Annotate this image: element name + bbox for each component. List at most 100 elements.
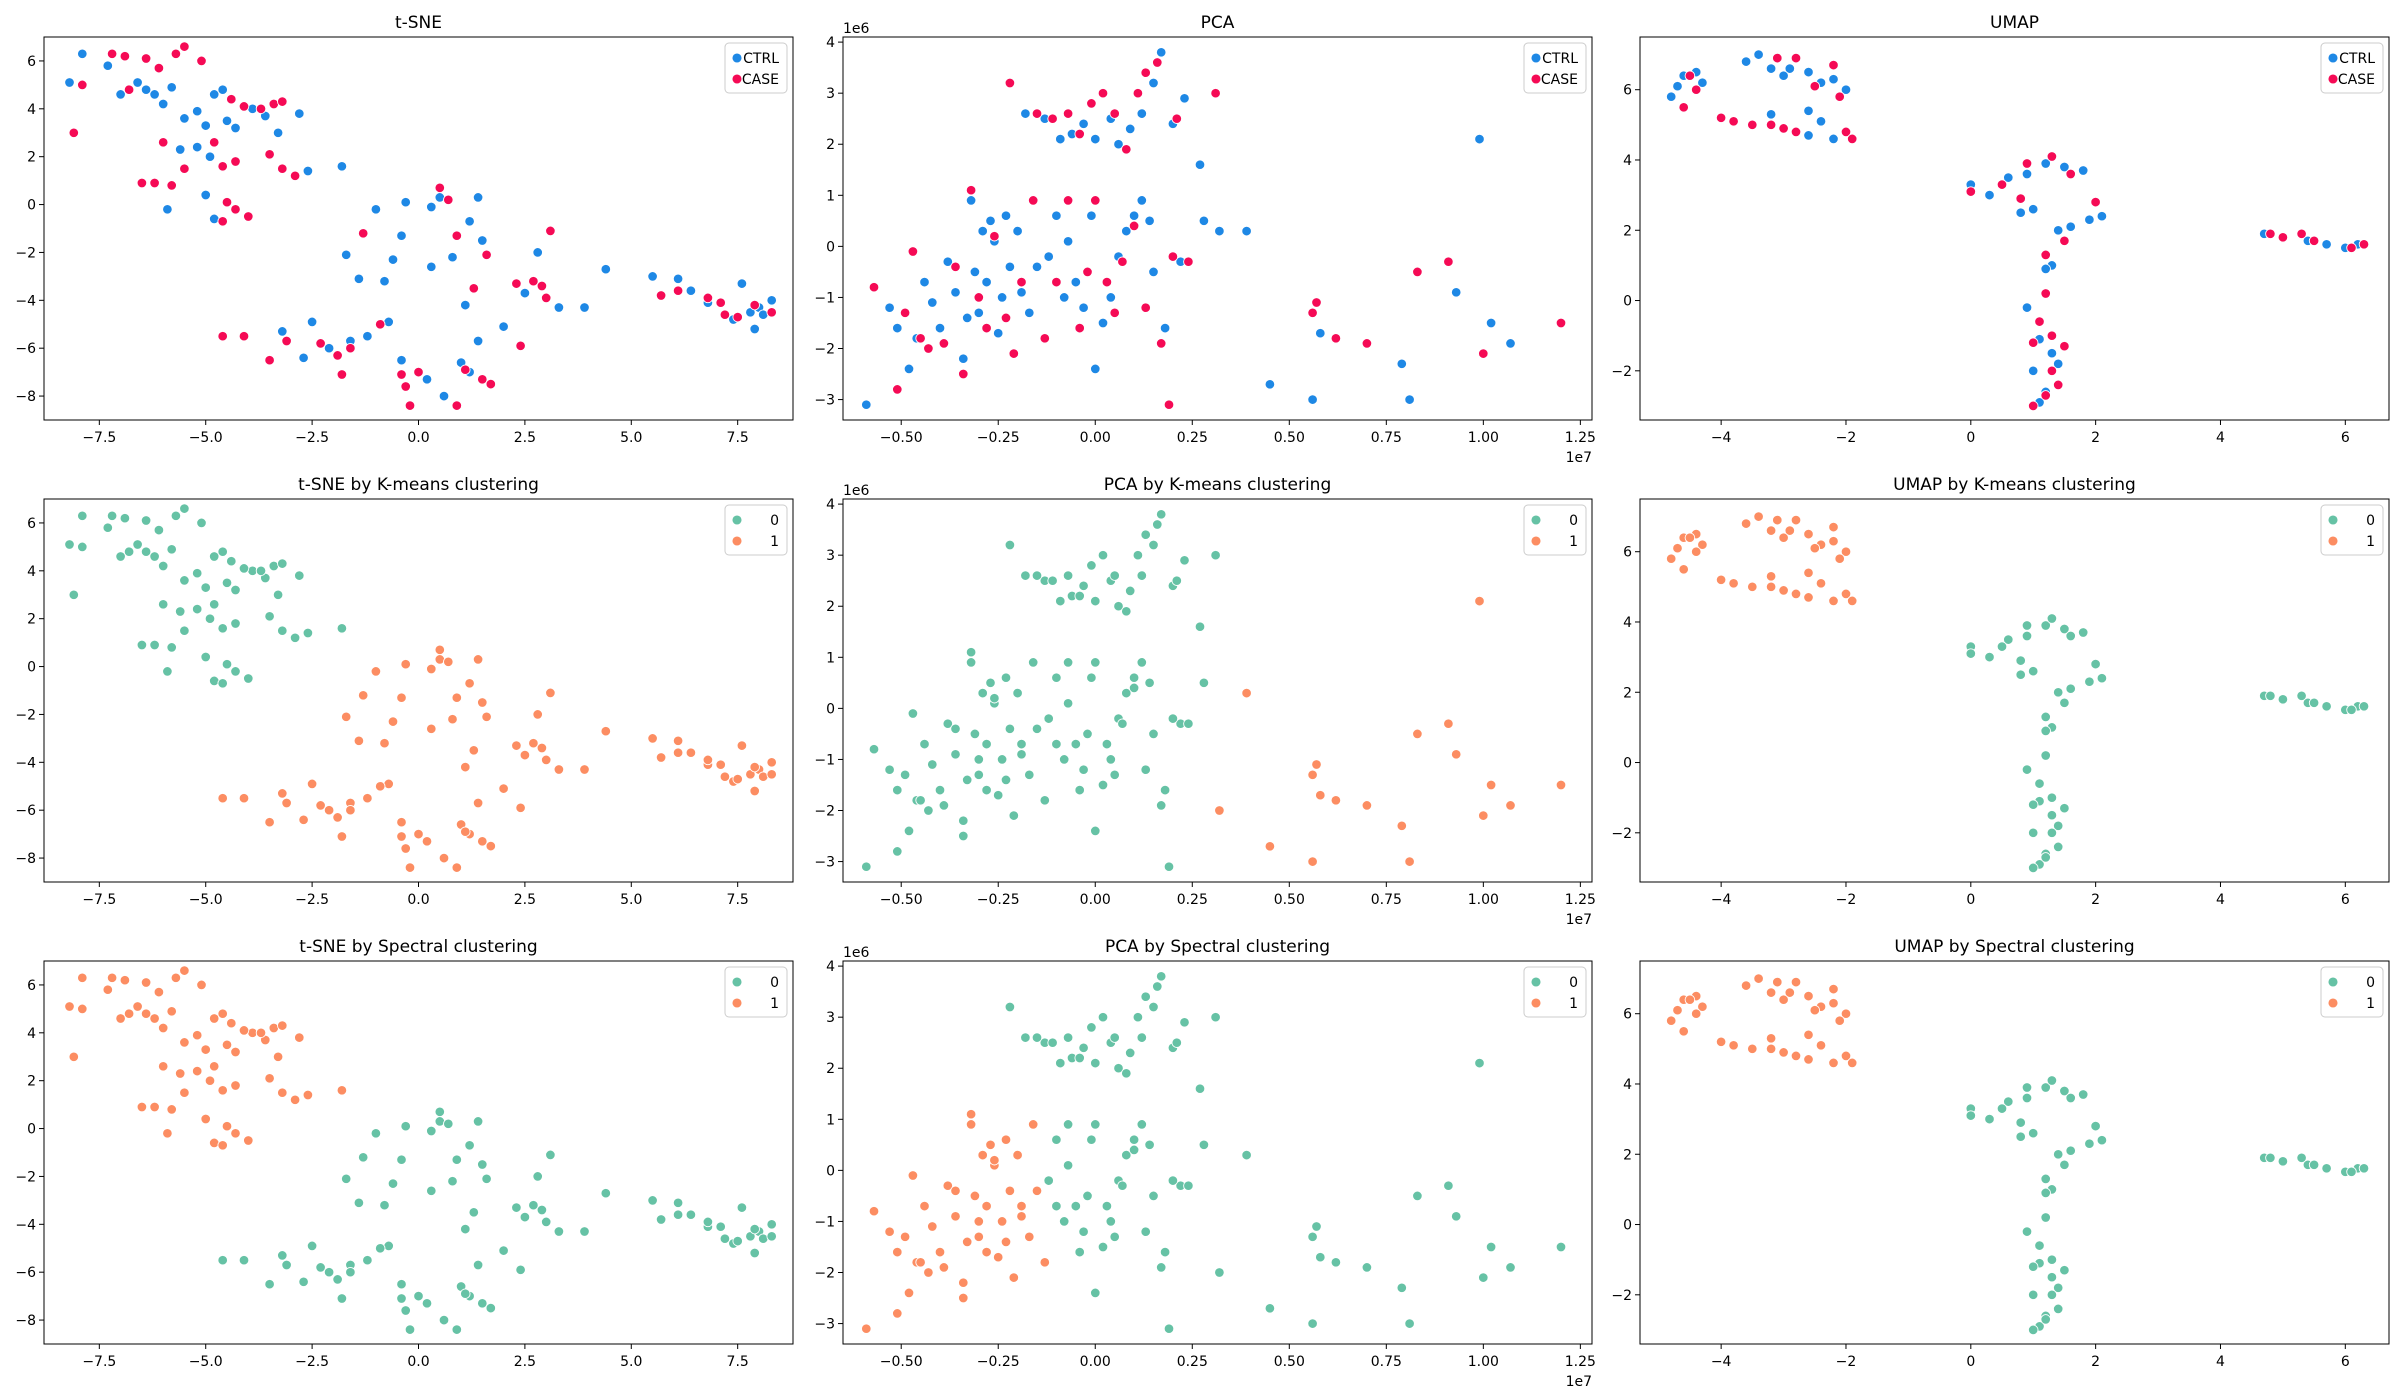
data-point <box>1834 1015 1845 1026</box>
data-point <box>140 977 152 988</box>
data-point <box>426 1125 437 1137</box>
data-point <box>1132 87 1144 99</box>
data-point <box>238 563 250 574</box>
data-point <box>985 1139 996 1151</box>
data-point <box>396 816 407 828</box>
y-tick-label: −3 <box>814 1317 835 1333</box>
data-point <box>2015 1131 2026 1142</box>
data-point <box>255 565 267 577</box>
data-point <box>1109 1231 1120 1243</box>
y-tick-label: −8 <box>15 389 36 405</box>
series-1 <box>861 1108 1051 1334</box>
data-point <box>2084 1138 2095 1149</box>
data-point <box>973 754 985 765</box>
data-point <box>1784 63 1796 74</box>
data-point <box>115 89 126 100</box>
data-point <box>1055 1057 1066 1069</box>
data-point <box>1241 687 1252 699</box>
data-point <box>413 1290 424 1302</box>
data-point <box>1678 1026 1689 1037</box>
data-point <box>1778 585 1789 596</box>
data-point <box>1105 754 1117 765</box>
data-point <box>1765 1033 1777 1044</box>
data-point <box>374 319 386 330</box>
y-offset-label: 1e6 <box>843 21 870 37</box>
data-point <box>345 342 356 354</box>
data-point <box>357 690 369 701</box>
data-point <box>1803 130 1814 141</box>
data-point <box>106 48 118 60</box>
data-point <box>958 815 969 826</box>
data-point <box>2096 1134 2108 1146</box>
data-point <box>191 1029 203 1041</box>
x-tick-label: 2.5 <box>514 430 536 446</box>
data-point <box>477 374 488 385</box>
x-tick-label: 6 <box>2341 1354 2350 1370</box>
legend-label: 1 <box>1569 534 1578 550</box>
data-point <box>170 48 182 60</box>
data-point <box>1113 138 1124 150</box>
data-point <box>1090 133 1101 145</box>
data-point <box>447 713 458 725</box>
data-point <box>191 105 203 117</box>
data-point <box>1020 108 1031 119</box>
data-point <box>927 297 938 308</box>
data-point <box>934 322 946 334</box>
data-point <box>1117 256 1128 267</box>
data-point <box>655 1214 667 1225</box>
data-point <box>464 678 475 689</box>
series-CTRL <box>1665 49 2364 408</box>
data-point <box>749 1223 760 1235</box>
y-tick-label: 0 <box>27 198 36 214</box>
data-point <box>532 1171 543 1182</box>
data-point <box>2034 778 2045 789</box>
data-point <box>2040 158 2051 169</box>
y-tick-label: 0 <box>1623 1218 1632 1234</box>
data-point <box>2059 697 2070 709</box>
data-point <box>1478 810 1489 821</box>
data-point <box>230 584 241 596</box>
data-point <box>1840 84 1852 95</box>
data-point <box>1828 997 1839 1009</box>
data-point <box>426 201 437 213</box>
legend-marker <box>2327 52 2339 64</box>
data-point <box>1039 333 1051 344</box>
data-point <box>272 589 284 601</box>
data-point <box>1016 1200 1027 1212</box>
data-point <box>1051 276 1062 288</box>
data-point <box>1784 525 1796 536</box>
data-point <box>149 1013 160 1024</box>
data-point <box>892 846 903 857</box>
data-point <box>1008 348 1020 359</box>
data-point <box>1020 570 1031 581</box>
data-point <box>1684 532 1696 543</box>
data-point <box>1090 363 1101 375</box>
y-tick-label: 1 <box>826 650 835 666</box>
data-point <box>332 350 343 361</box>
data-point <box>353 273 365 285</box>
data-point <box>217 161 228 172</box>
data-point <box>302 165 314 177</box>
data-point <box>884 1226 895 1237</box>
data-point <box>277 163 288 174</box>
data-point <box>421 836 433 847</box>
data-point <box>1058 1216 1070 1227</box>
data-point <box>1062 570 1074 581</box>
data-point <box>434 182 446 194</box>
y-tick-label: 6 <box>1623 545 1632 561</box>
data-point <box>77 510 88 522</box>
x-offset-label: 1e7 <box>1566 1374 1592 1390</box>
data-point <box>2321 1163 2332 1174</box>
data-point <box>1803 592 1814 603</box>
data-point <box>1097 317 1109 329</box>
data-point <box>1198 1139 1210 1151</box>
data-point <box>400 1120 411 1132</box>
data-point <box>485 840 497 852</box>
data-point <box>766 307 777 318</box>
data-point <box>2084 214 2095 225</box>
data-point <box>1128 1134 1140 1145</box>
data-point <box>166 544 177 555</box>
data-point <box>115 1013 126 1024</box>
data-point <box>1765 987 1777 998</box>
